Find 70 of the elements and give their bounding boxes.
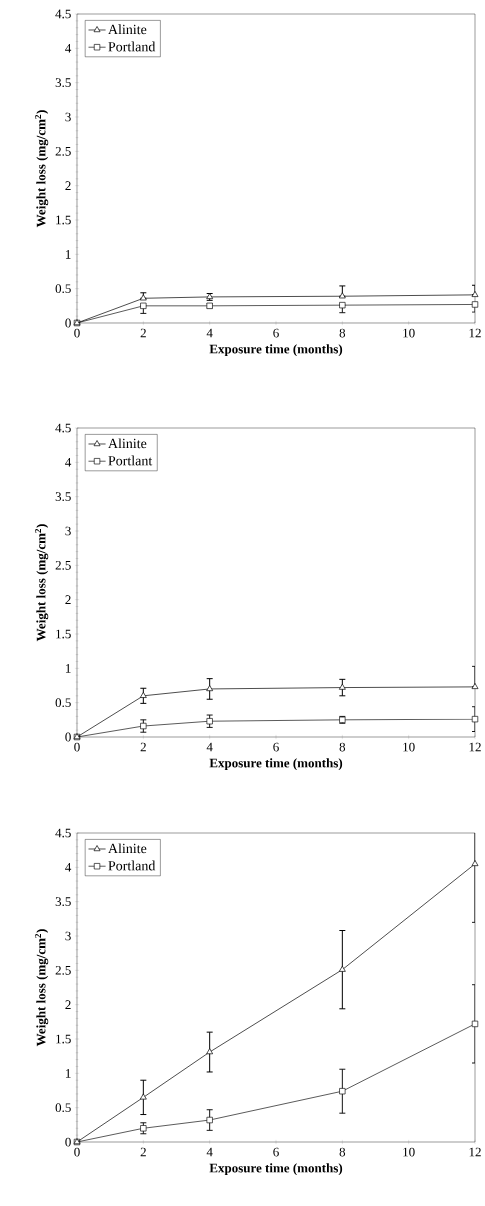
y-tick-label: 2.5 xyxy=(55,560,71,570)
x-tick-label: 10 xyxy=(403,1147,415,1157)
point xyxy=(338,965,346,972)
legend-label: Alinite xyxy=(108,843,147,854)
x-tick-label: 6 xyxy=(273,742,279,752)
y-tick-label: 4 xyxy=(65,458,72,467)
point xyxy=(206,1116,213,1124)
y-tick-label: 2 xyxy=(65,181,71,190)
x-tick-label: 2 xyxy=(140,328,146,338)
y-tick-label: 3 xyxy=(65,931,71,941)
y-tick-label: 1 xyxy=(65,1069,71,1078)
y-tick-label: 4 xyxy=(65,44,72,53)
x-tick-label: 12 xyxy=(469,1147,481,1157)
y-tick-label: 4 xyxy=(65,863,72,872)
x-tick-label: 0 xyxy=(74,742,80,752)
y-tick-label: 0 xyxy=(65,732,71,742)
x-tick-label: 6 xyxy=(273,328,279,338)
point xyxy=(339,1088,346,1095)
x-axis-title: Exposure time (months) xyxy=(209,344,343,357)
y-tick-label: 0 xyxy=(65,1137,71,1147)
y-axis-title: Weight loss (mg/cm$^{2}$) xyxy=(34,110,49,228)
x-tick-label: 4 xyxy=(206,742,213,752)
point xyxy=(471,1020,479,1028)
y-tick-label: 0 xyxy=(65,318,71,328)
x-tick-label: 6 xyxy=(273,1147,279,1157)
y-tick-label: 1.5 xyxy=(56,1034,71,1044)
y-tick-label: 4.5 xyxy=(55,9,71,19)
legend-label: Alinite xyxy=(108,24,147,35)
legend-label: Alinite xyxy=(108,438,147,449)
y-tick-label: 4.5 xyxy=(55,423,71,433)
x-tick-label: 2 xyxy=(140,742,146,752)
y-tick-label: 1 xyxy=(65,664,71,673)
x-tick-label: 8 xyxy=(339,742,346,752)
x-tick-label: 12 xyxy=(469,742,481,752)
y-tick-label: 2.5 xyxy=(55,146,71,156)
x-tick-label: 4 xyxy=(206,328,213,338)
y-tick-label: 3.5 xyxy=(55,492,71,502)
x-tick-label: 10 xyxy=(403,328,415,338)
x-tick-label: 8 xyxy=(339,1147,346,1157)
x-tick-label: 10 xyxy=(403,742,415,752)
x-tick-label: 0 xyxy=(74,1147,80,1157)
y-axis-title: Weight loss (mg/cm$^{2}$) xyxy=(34,524,49,642)
point xyxy=(206,1048,214,1055)
y-tick-label: 2 xyxy=(65,1000,71,1009)
legend-label: Portland xyxy=(108,860,156,871)
y-tick-label: 2.5 xyxy=(55,965,71,975)
point xyxy=(471,860,479,867)
y-tick-label: 3 xyxy=(65,112,71,122)
y-tick-label: 1.5 xyxy=(56,215,71,225)
y-tick-label: 2 xyxy=(65,595,71,604)
legend-label: Portland xyxy=(108,41,156,52)
y-tick-label: 3 xyxy=(65,526,71,536)
legend-label: Portlant xyxy=(108,455,153,466)
y-tick-label: 0.5 xyxy=(55,1103,71,1113)
y-tick-label: 3.5 xyxy=(55,78,71,88)
y-tick-label: 1 xyxy=(65,250,71,259)
y-tick-label: 4.5 xyxy=(55,828,71,838)
x-tick-label: 8 xyxy=(339,328,346,338)
y-axis-title: Weight loss (mg/cm$^{2}$) xyxy=(34,929,49,1047)
y-tick-label: 0.5 xyxy=(55,698,71,708)
y-tick-label: 1.5 xyxy=(56,629,71,639)
x-tick-label: 4 xyxy=(206,1147,213,1157)
x-axis-title: Exposure time (months) xyxy=(209,758,343,771)
x-tick-label: 2 xyxy=(140,1147,146,1157)
x-axis-title: Exposure time (months) xyxy=(209,1163,343,1176)
point xyxy=(139,1093,147,1100)
y-tick-label: 3.5 xyxy=(55,897,71,907)
x-tick-label: 0 xyxy=(74,328,80,338)
x-tick-label: 12 xyxy=(469,328,481,338)
y-tick-label: 0.5 xyxy=(55,284,71,294)
